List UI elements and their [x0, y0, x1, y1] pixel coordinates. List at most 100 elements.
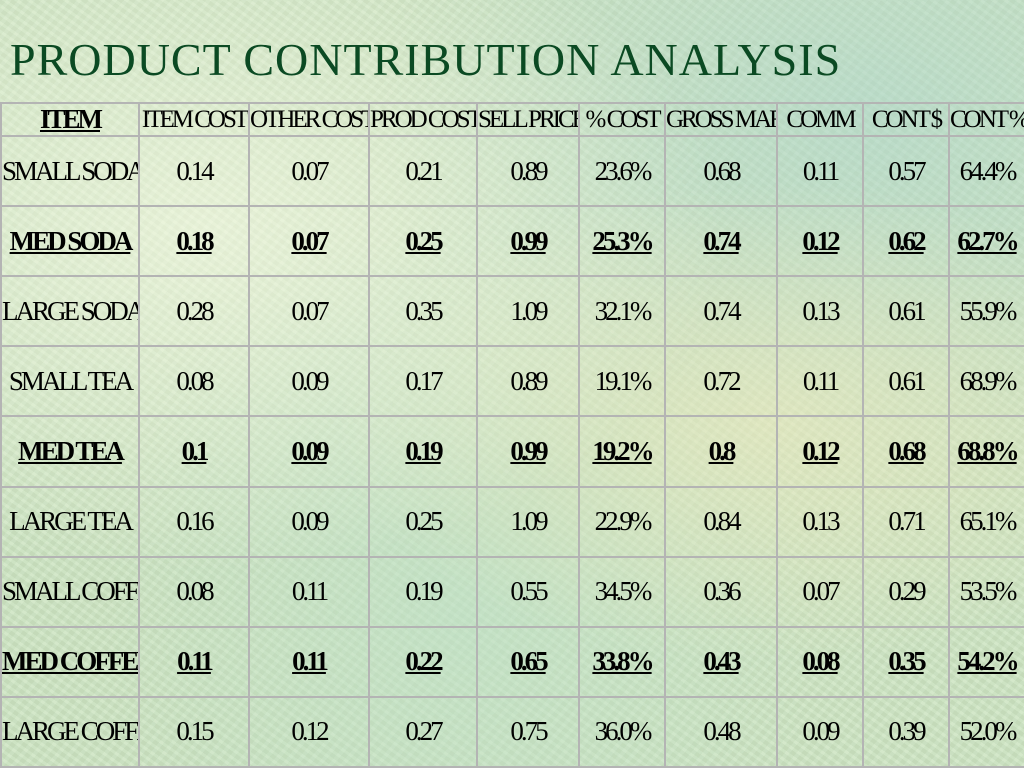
value-cell: 0.25	[368, 205, 478, 278]
value-cell: 0.14	[138, 134, 250, 208]
value-cell: 0.18	[138, 205, 250, 278]
value-cell: 0.13	[776, 275, 864, 348]
value-cell: 1.09	[476, 485, 580, 558]
value-cell: 0.09	[776, 695, 864, 768]
item-name-cell: LARGE COFFEE	[0, 695, 140, 768]
value-cell: 0.12	[776, 205, 864, 278]
value-cell: 0.08	[138, 555, 250, 628]
table-row: MED TEA 0.1 0.09 0.19 0.99 19.2% 0.8 0.12 0.68 68…	[0, 415, 1024, 488]
value-cell: 0.29	[862, 555, 950, 628]
value-cell: 0.07	[248, 275, 370, 348]
value-cell: 0.11	[776, 134, 864, 208]
value-cell: 0.17	[368, 345, 478, 418]
item-name-cell: SMALL TEA	[0, 345, 140, 418]
value-cell: 0.08	[138, 345, 250, 418]
column-header: ITEM	[0, 102, 140, 137]
value-cell: 0.11	[776, 345, 864, 418]
table-row: SMALL COFFEE0.080.110.190.5534.5%0.360.0…	[0, 555, 1024, 628]
value-cell: 1.09	[476, 275, 580, 348]
value-cell: 0.65	[476, 625, 580, 698]
value-cell: 54.2%	[948, 625, 1024, 698]
table-row: LARGE COFFEE0.150.120.270.7536.0%0.480.0…	[0, 695, 1024, 768]
value-cell: 0.08	[776, 625, 864, 698]
value-cell: 0.28	[138, 275, 250, 348]
value-cell: 0.99	[476, 415, 580, 488]
value-cell: 0.74	[664, 205, 778, 278]
value-cell: 55.9%	[948, 275, 1024, 348]
value-cell: 22.9%	[578, 485, 666, 558]
value-cell: 0.12	[776, 415, 864, 488]
value-cell: 0.11	[248, 555, 370, 628]
value-cell: 32.1%	[578, 275, 666, 348]
value-cell: 0.19	[368, 415, 478, 488]
column-header: PROD COST	[368, 102, 478, 137]
value-cell: 0.09	[248, 485, 370, 558]
value-cell: 0.11	[248, 625, 370, 698]
value-cell: 0.09	[248, 345, 370, 418]
value-cell: 0.16	[138, 485, 250, 558]
value-cell: 34.5%	[578, 555, 666, 628]
column-header: GROSS MAR	[664, 102, 778, 137]
value-cell: 0.61	[862, 345, 950, 418]
value-cell: 0.8	[664, 415, 778, 488]
value-cell: 53.5%	[948, 555, 1024, 628]
item-name-cell: MED COFFEE	[0, 625, 140, 698]
column-header: OTHER COST	[248, 102, 370, 137]
table-row: LARGE TEA 0.16 0.09 0.25 1.09 22.9% 0.84 0.13 0.…	[0, 485, 1024, 558]
value-cell: 19.2%	[578, 415, 666, 488]
value-cell: 0.21	[368, 134, 478, 208]
value-cell: 0.72	[664, 345, 778, 418]
value-cell: 0.99	[476, 205, 580, 278]
value-cell: 0.36	[664, 555, 778, 628]
value-cell: 0.12	[248, 695, 370, 768]
value-cell: 0.89	[476, 345, 580, 418]
item-name-cell: LARGE SODA	[0, 275, 140, 348]
value-cell: 0.13	[776, 485, 864, 558]
contribution-table: ITEM ITEM COST OTHER COST PROD COST SELL PRI…	[0, 102, 1024, 768]
value-cell: 0.19	[368, 555, 478, 628]
value-cell: 33.8%	[578, 625, 666, 698]
value-cell: 19.1%	[578, 345, 666, 418]
value-cell: 64.4%	[948, 134, 1024, 208]
value-cell: 0.61	[862, 275, 950, 348]
table-row: SMALL SODA 0.14 0.07 0.21 0.89 23.6% 0.68 0.11 0…	[0, 134, 1024, 208]
value-cell: 65.1%	[948, 485, 1024, 558]
value-cell: 68.8%	[948, 415, 1024, 488]
column-header: COMM	[776, 102, 864, 137]
value-cell: 52.0%	[948, 695, 1024, 768]
item-name-cell: SMALL SODA	[0, 134, 140, 208]
value-cell: 0.43	[664, 625, 778, 698]
contribution-table-container: ITEM ITEM COST OTHER COST PROD COST SELL PRI…	[0, 102, 1024, 768]
item-name-cell: MED TEA	[0, 415, 140, 488]
item-name-cell: MED SODA	[0, 205, 140, 278]
value-cell: 25.3%	[578, 205, 666, 278]
value-cell: 0.68	[862, 415, 950, 488]
value-cell: 0.84	[664, 485, 778, 558]
value-cell: 0.57	[862, 134, 950, 208]
value-cell: 36.0%	[578, 695, 666, 768]
value-cell: 0.35	[862, 625, 950, 698]
value-cell: 0.68	[664, 134, 778, 208]
value-cell: 0.35	[368, 275, 478, 348]
value-cell: 0.39	[862, 695, 950, 768]
table-body: SMALL SODA 0.14 0.07 0.21 0.89 23.6% 0.68 0.11 0…	[0, 134, 1024, 768]
value-cell: 23.6%	[578, 134, 666, 208]
value-cell: 0.62	[862, 205, 950, 278]
value-cell: 0.07	[776, 555, 864, 628]
page-title: PRODUCT CONTRIBUTION ANALYSIS	[10, 34, 842, 85]
value-cell: 0.71	[862, 485, 950, 558]
value-cell: 0.55	[476, 555, 580, 628]
column-header: SELL PRICE	[476, 102, 580, 137]
table-row: LARGE SODA 0.28 0.07 0.35 1.09 32.1% 0.74 0.13 0…	[0, 275, 1024, 348]
table-row: MED SODA 0.18 0.07 0.25 0.99 25.3% 0.74 0.12 0.6…	[0, 205, 1024, 278]
value-cell: 0.22	[368, 625, 478, 698]
item-name-cell: SMALL COFFEE	[0, 555, 140, 628]
table-header-row: ITEM ITEM COST OTHER COST PROD COST SELL PRI…	[0, 102, 1024, 137]
value-cell: 0.11	[138, 625, 250, 698]
value-cell: 0.25	[368, 485, 478, 558]
value-cell: 0.15	[138, 695, 250, 768]
value-cell: 0.07	[248, 134, 370, 208]
value-cell: 0.89	[476, 134, 580, 208]
value-cell: 0.75	[476, 695, 580, 768]
value-cell: 0.09	[248, 415, 370, 488]
